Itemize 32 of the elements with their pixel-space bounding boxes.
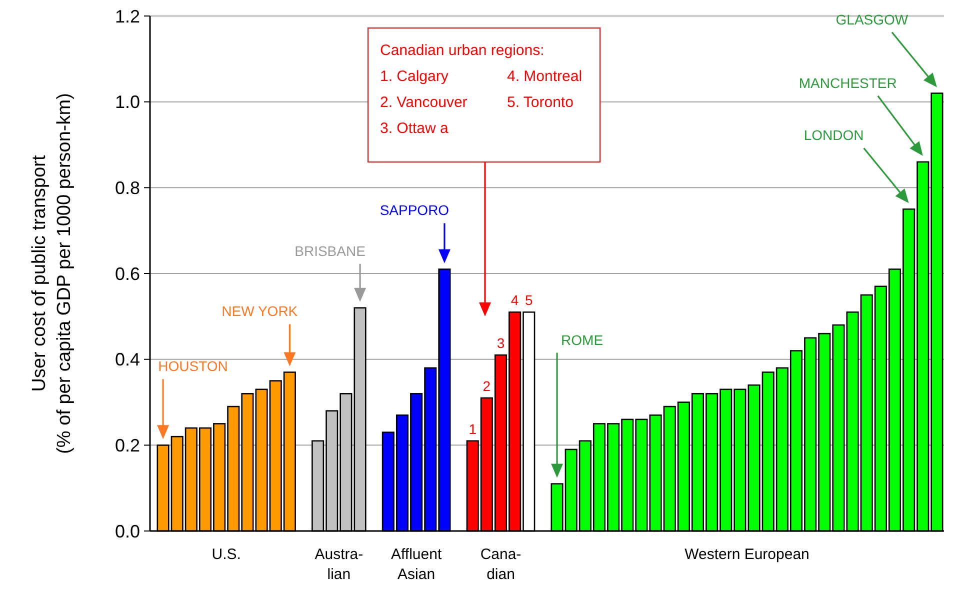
y-axis-title: User cost of public transport (% of per capita GDP per 1000 person-km) bbox=[29, 93, 75, 454]
annotation: ROME bbox=[561, 332, 604, 348]
annotation: 5. Toronto bbox=[507, 94, 574, 111]
annotation: LONDON bbox=[804, 127, 864, 144]
annotation: 3 bbox=[496, 335, 505, 352]
annotation: 2. Vancouver bbox=[380, 94, 468, 111]
annotation: BRISBANE bbox=[294, 242, 366, 259]
annotation: 3. Ottaw a bbox=[380, 120, 450, 137]
annotation: HOUSTON bbox=[158, 358, 228, 374]
annotation: 2 bbox=[482, 378, 491, 394]
annotation: 4 bbox=[510, 292, 519, 308]
text: U.S. bbox=[212, 546, 241, 563]
y-tick-label: 1.2 bbox=[114, 6, 140, 26]
y-tick-label: 0.2 bbox=[114, 435, 140, 456]
text: Cana- dian bbox=[480, 546, 522, 583]
annotation: Canadian urban regions: bbox=[380, 42, 544, 59]
annotation: 5 bbox=[524, 292, 533, 308]
y-tick-label: 1.0 bbox=[114, 92, 140, 112]
y-tick-label: 0.0 bbox=[114, 521, 140, 542]
y-tick-label: 0.8 bbox=[114, 178, 140, 198]
annotation: SAPPORO bbox=[380, 202, 450, 218]
text: Western European bbox=[684, 546, 810, 563]
text: Austra- lian bbox=[314, 546, 364, 583]
y-tick-label: 0.4 bbox=[114, 350, 140, 370]
text: Affluent Asian bbox=[391, 546, 442, 583]
annotation: MANCHESTER bbox=[798, 74, 897, 91]
annotation: 1. Calgary bbox=[380, 68, 449, 85]
annotation: NEW YORK bbox=[222, 303, 298, 320]
annotation: 4. Montreal bbox=[507, 68, 582, 85]
annotation: 1 bbox=[468, 420, 477, 437]
y-tick-label: 0.6 bbox=[114, 264, 140, 284]
annotation: GLASGOW bbox=[836, 11, 909, 28]
